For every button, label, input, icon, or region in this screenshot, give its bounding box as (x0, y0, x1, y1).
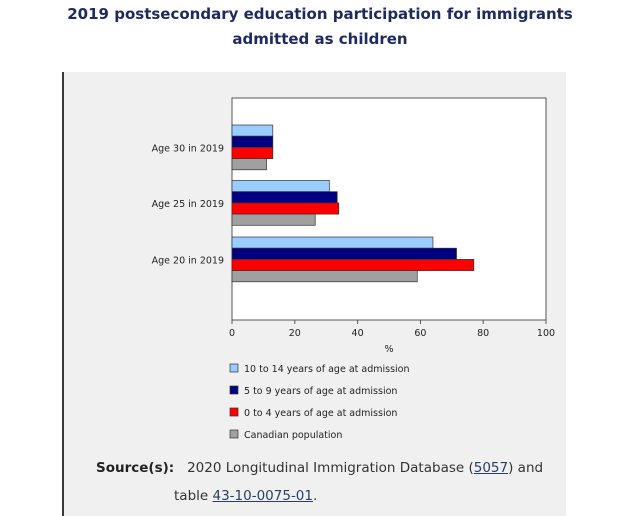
chart-title-line-1: 2019 postsecondary education participati… (67, 5, 573, 23)
bar-1-series-4 (231, 158, 267, 171)
source-text-end: . (313, 488, 318, 504)
source-text-table: table (174, 488, 213, 504)
bar-3-series-4 (231, 270, 418, 283)
bar-3-series-3 (231, 259, 475, 271)
bar-2-series-1 (231, 180, 330, 193)
source-text: 2020 Longitudinal Immigration Database ( (187, 460, 474, 476)
x-axis-label: % (384, 344, 393, 355)
bar-1-series-3 (231, 147, 274, 159)
source-link-5057[interactable]: 5057 (473, 460, 509, 476)
source-line-2: table 43-10-0075-01. (96, 482, 556, 510)
category-label-2: Age 25 in 2019 (152, 199, 224, 210)
x-tick-label-3: 60 (414, 328, 426, 339)
x-tick-label-5: 100 (537, 328, 555, 339)
legend-swatch-3 (229, 407, 239, 417)
chart-title: 2019 postsecondary education participati… (0, 2, 640, 52)
bar-2-series-2 (231, 191, 338, 204)
legend-label-2: 5 to 9 years of age at admission (244, 386, 397, 397)
x-tick-label-4: 80 (477, 328, 489, 339)
source-label: Source(s): (96, 460, 175, 476)
chart-panel: Age 30 in 2019 Age 25 in 2019 Age 20 in 20… (62, 72, 566, 516)
legend-label-4: Canadian population (244, 430, 342, 441)
bar-3-series-2 (231, 247, 457, 260)
legend-swatch-4 (229, 429, 239, 439)
bar-3-series-1 (231, 236, 434, 249)
source-note: Source(s): 2020 Longitudinal Immigration… (96, 454, 556, 510)
source-link-table[interactable]: 43-10-0075-01 (212, 488, 313, 504)
source-text-middle: ) and (508, 460, 544, 476)
category-label-3: Age 20 in 2019 (152, 255, 224, 266)
bar-1-series-2 (231, 135, 274, 148)
legend-label-3: 0 to 4 years of age at admission (244, 408, 397, 419)
x-tick-label-2: 40 (352, 328, 364, 339)
bar-1-series-1 (231, 124, 274, 137)
legend-label-1: 10 to 14 years of age at admission (244, 364, 410, 375)
chart-canvas: Age 30 in 2019 Age 25 in 2019 Age 20 in 20… (152, 97, 555, 441)
legend-swatch-1 (229, 363, 239, 373)
source-line-1: Source(s): 2020 Longitudinal Immigration… (96, 454, 556, 482)
category-label-1: Age 30 in 2019 (152, 143, 224, 154)
bar-2-series-3 (231, 202, 340, 215)
legend-swatch-2 (229, 385, 239, 395)
chart-title-line-2: admitted as children (232, 30, 408, 48)
x-tick-label-0: 0 (229, 328, 235, 339)
bar-2-series-4 (231, 213, 316, 226)
x-tick-label-1: 20 (289, 328, 301, 339)
